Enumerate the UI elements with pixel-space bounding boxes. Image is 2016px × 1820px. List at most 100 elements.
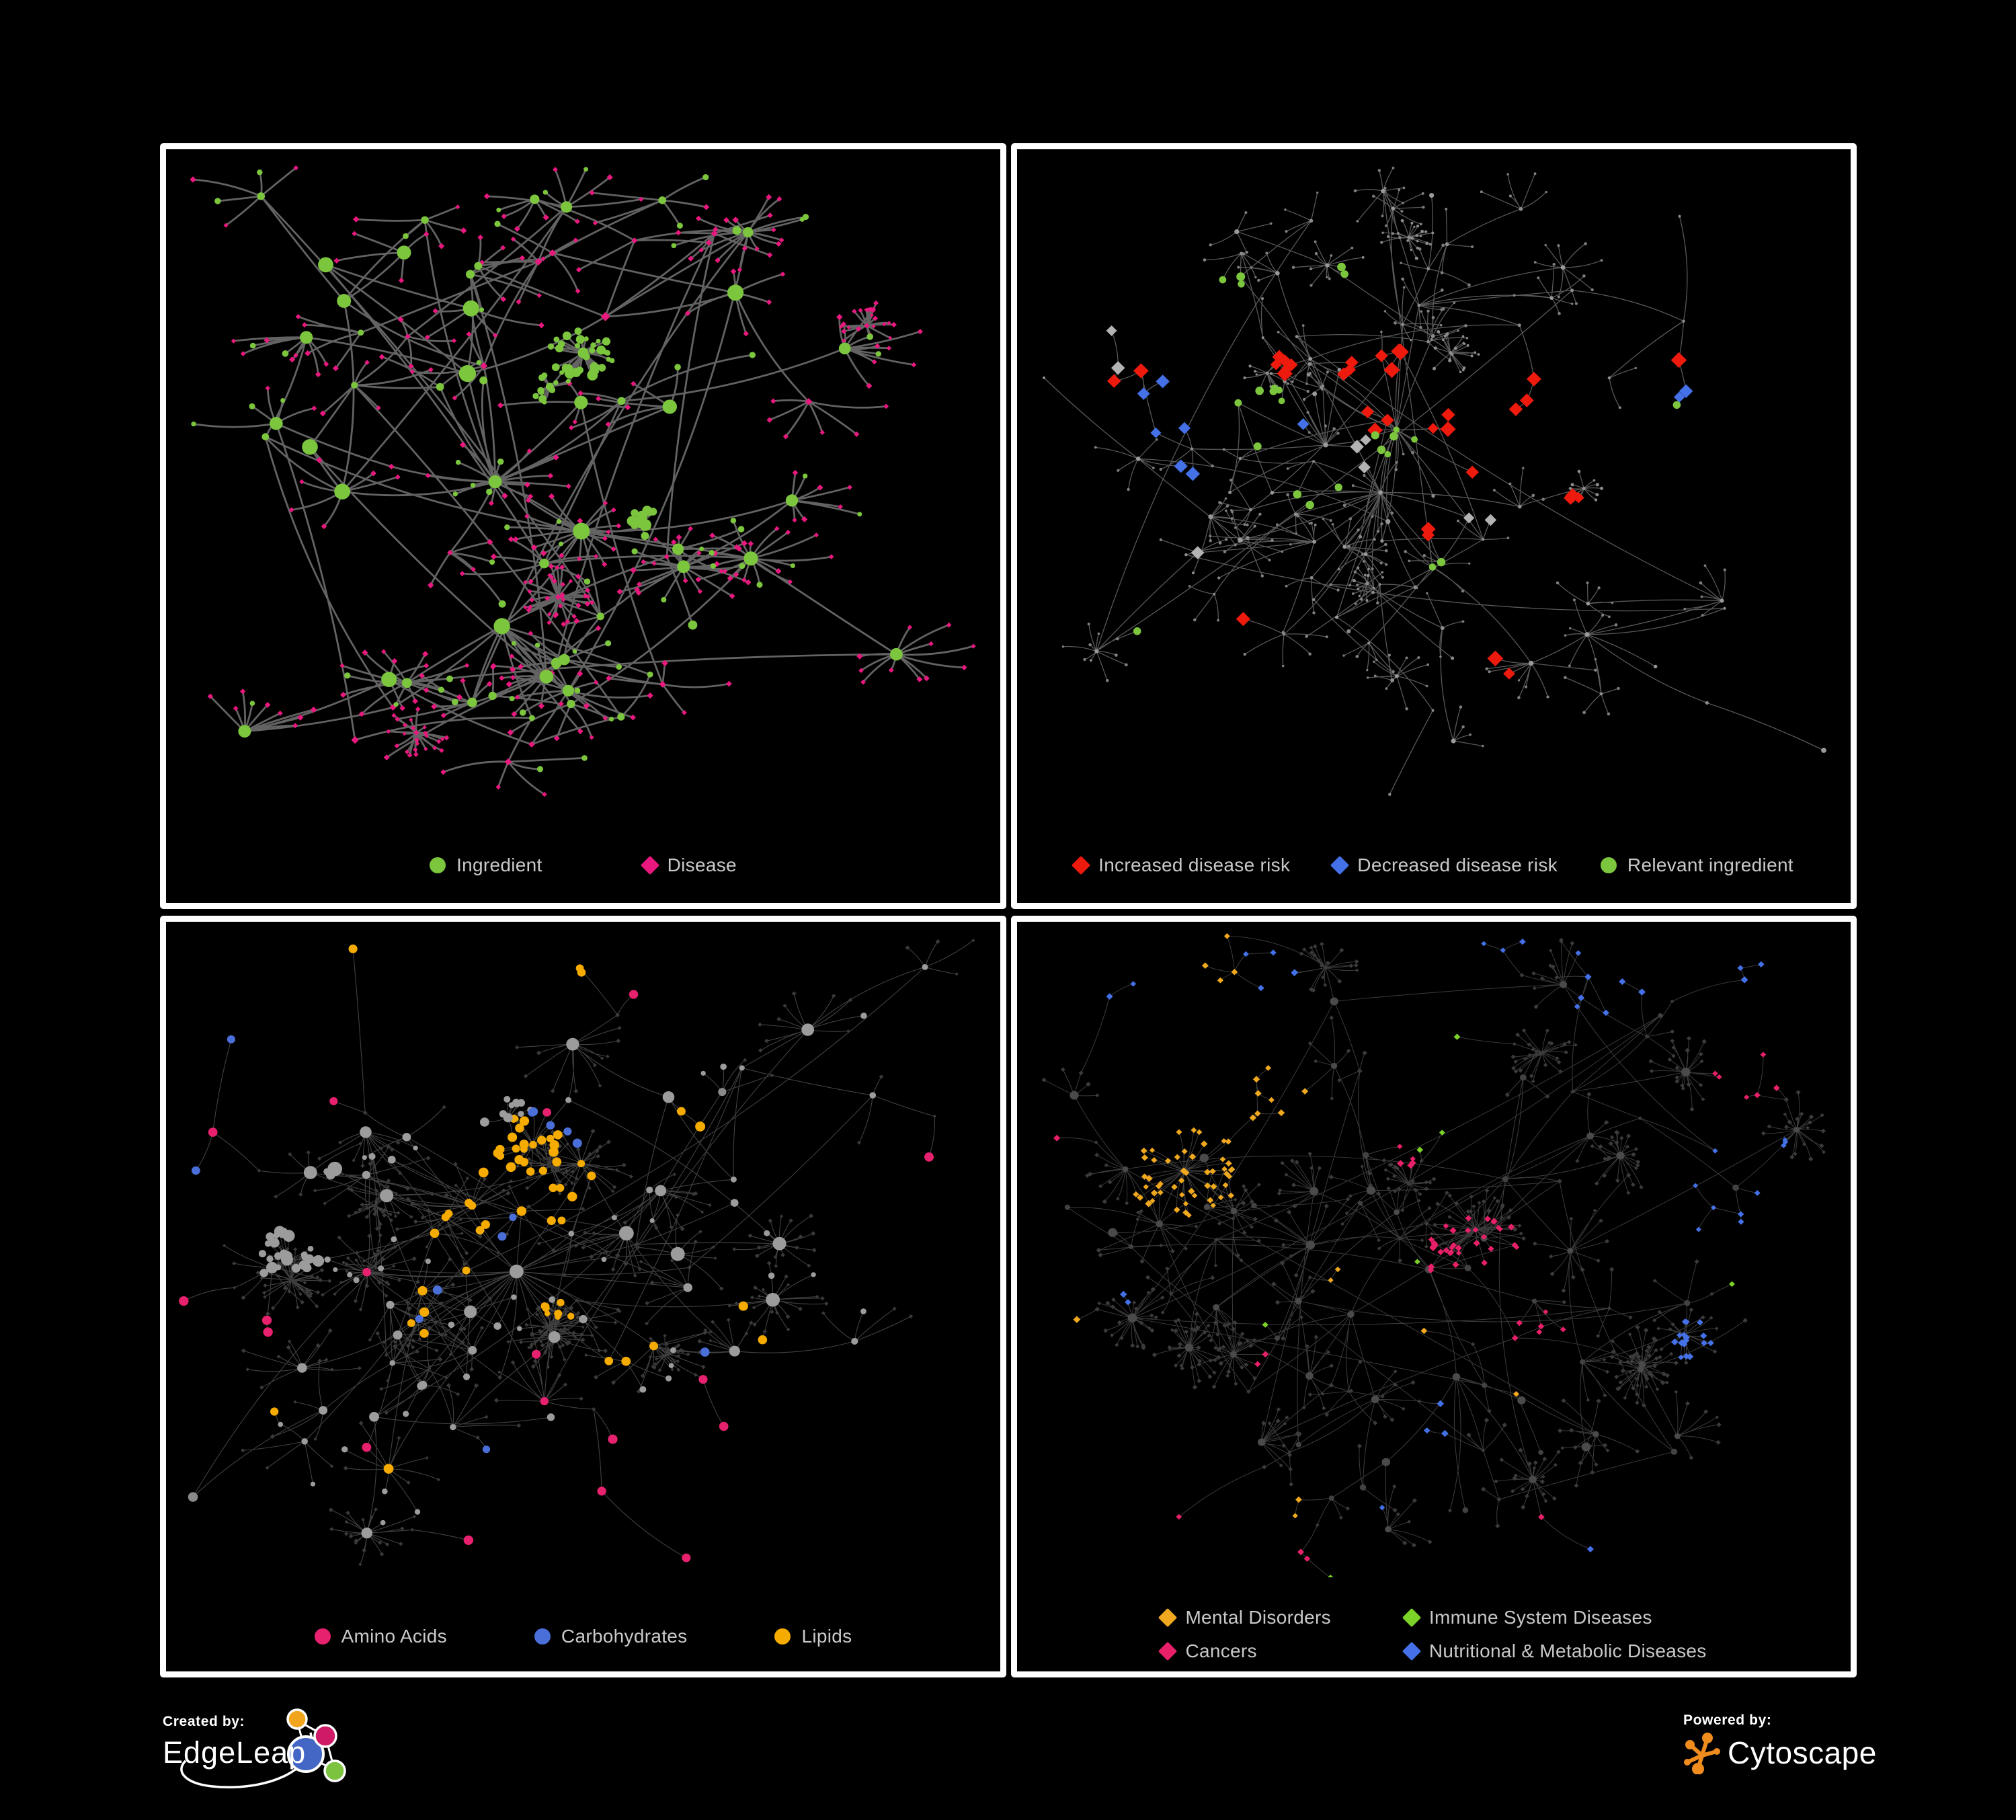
graph-node	[573, 522, 590, 540]
graph-node	[551, 363, 560, 372]
graph-node	[1295, 1298, 1302, 1304]
graph-node	[1618, 406, 1621, 409]
graph-node	[1723, 606, 1726, 610]
network-ingredient-disease	[190, 165, 976, 797]
graph-node	[1337, 262, 1346, 272]
graph-node	[1384, 450, 1392, 458]
graph-node	[1401, 323, 1405, 327]
graph-node	[1411, 436, 1418, 443]
graph-node	[1217, 576, 1221, 580]
graph-node	[1430, 338, 1433, 341]
graph-node	[606, 356, 611, 362]
graph-node	[417, 1285, 428, 1296]
graph-node	[1402, 186, 1406, 190]
graph-node	[1594, 658, 1597, 661]
graph-node	[1378, 490, 1383, 495]
graph-node	[866, 333, 874, 340]
graph-node	[1307, 362, 1312, 366]
graph-node	[1597, 586, 1601, 590]
graph-node	[389, 1360, 396, 1366]
graph-node	[1305, 1240, 1316, 1250]
graph-node	[1328, 277, 1331, 280]
graph-node	[1533, 261, 1537, 264]
graph-node	[282, 1230, 295, 1242]
legend-item-relevant-ingredient: Relevant ingredient	[1600, 855, 1793, 876]
graph-node	[1400, 262, 1402, 264]
graph-node	[539, 670, 554, 684]
graph-node	[1225, 538, 1228, 541]
graph-node	[658, 196, 666, 204]
graph-node	[1356, 584, 1359, 586]
graph-node	[1356, 566, 1360, 569]
graph-node	[462, 300, 479, 317]
graph-node	[1590, 288, 1594, 292]
graph-node	[1405, 707, 1408, 711]
graph-node	[327, 1161, 343, 1177]
graph-node	[504, 524, 510, 530]
graph-node	[1385, 519, 1391, 524]
graph-node	[1560, 265, 1566, 270]
graph-node	[1275, 271, 1280, 276]
graph-node	[537, 387, 545, 395]
graph-node	[307, 1246, 314, 1252]
graph-node	[1230, 1351, 1237, 1358]
legend-marker-circle	[774, 1628, 791, 1645]
graph-node	[425, 1258, 431, 1265]
graph-nodes-diamond	[1073, 933, 1520, 1519]
legend-label: Increased disease risk	[1098, 855, 1291, 875]
graph-node	[700, 1347, 710, 1357]
graph-node	[393, 702, 399, 707]
graph-node	[1457, 519, 1459, 522]
graph-node	[465, 1199, 473, 1208]
graph-node	[249, 342, 256, 349]
graph-node	[1415, 234, 1418, 237]
graph-node	[1682, 319, 1685, 323]
graph-node	[282, 1251, 293, 1262]
graph-node	[1586, 581, 1589, 584]
graph-node	[1219, 276, 1227, 284]
graph-node	[1203, 258, 1207, 262]
graph-node	[924, 1152, 934, 1162]
graph-node	[1384, 543, 1387, 547]
graph-node	[269, 1238, 280, 1248]
graph-node	[1217, 619, 1219, 622]
graph-node	[1366, 676, 1369, 679]
graph-node	[1236, 272, 1246, 281]
graph-node	[270, 417, 283, 430]
graph-node	[1441, 307, 1445, 311]
graph-node	[1556, 581, 1560, 585]
graph-node	[1293, 490, 1302, 499]
graph-node	[1462, 366, 1466, 370]
graph-node	[1681, 1067, 1691, 1076]
graph-node	[539, 558, 549, 569]
graph-node	[1295, 335, 1299, 339]
graph-node	[549, 1183, 558, 1193]
graph-node	[1364, 573, 1367, 576]
graph-node	[1359, 535, 1363, 539]
graph-node	[1419, 325, 1422, 329]
graph-node	[1330, 1062, 1338, 1069]
graph-node	[1395, 461, 1398, 464]
nodes-layer	[188, 963, 928, 1539]
graph-node	[462, 1266, 471, 1275]
graph-node	[362, 1267, 372, 1277]
graph-node	[1322, 518, 1325, 520]
nodes-layer	[191, 167, 903, 773]
graph-node	[1422, 206, 1425, 209]
graph-node	[512, 1144, 520, 1153]
graph-node	[559, 370, 565, 375]
graph-node	[1416, 586, 1418, 590]
graph-node	[1392, 670, 1395, 674]
graph-node	[1564, 676, 1567, 680]
graph-node	[1378, 583, 1381, 586]
graph-node	[403, 1411, 409, 1417]
graph-node	[1417, 656, 1420, 660]
graph-node	[553, 336, 560, 343]
graph-node	[402, 1133, 411, 1142]
graph-node	[1464, 1265, 1471, 1271]
graph-node	[1371, 1395, 1379, 1404]
graph-node	[1385, 563, 1388, 566]
graph-node	[1127, 1313, 1137, 1322]
graph-node	[1371, 515, 1374, 518]
graph-node	[749, 352, 756, 358]
